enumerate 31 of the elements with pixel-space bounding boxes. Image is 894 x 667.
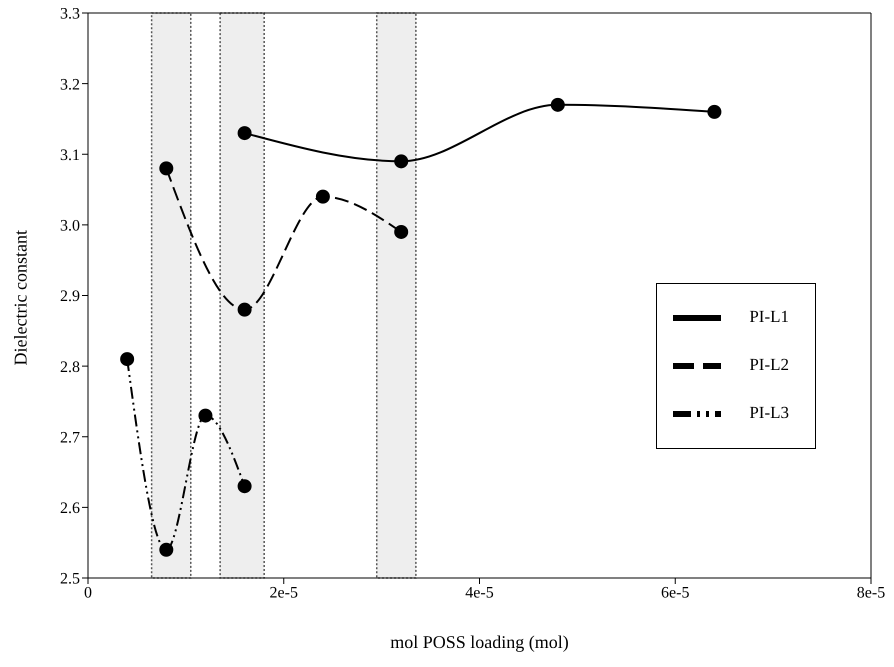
x-tick-label: 2e-5 (270, 584, 298, 602)
y-tick-label: 3.3 (60, 6, 80, 23)
x-axis-title: mol POSS loading (mol) (390, 632, 569, 652)
point (550, 98, 565, 112)
x-tick-label: 8e-5 (856, 584, 886, 602)
legend-label: PI-L2 (749, 354, 789, 374)
point (198, 408, 212, 423)
point (159, 542, 174, 557)
y-tick-label: 2.7 (60, 429, 80, 446)
point (394, 154, 408, 168)
y-axis-title: Dielectric constant (10, 230, 30, 366)
point (394, 224, 408, 239)
point (707, 104, 722, 119)
y-tick-label: 3.1 (60, 146, 80, 164)
point (120, 352, 134, 366)
point (316, 190, 330, 204)
y-tick-label: 3.2 (60, 76, 80, 94)
y-tick-label: 2.8 (60, 358, 80, 376)
point (238, 126, 252, 140)
x-tick-label: 6e-5 (661, 584, 690, 602)
point (238, 479, 252, 494)
point (238, 302, 252, 317)
point (159, 161, 174, 176)
legend-label: PI-L1 (749, 306, 789, 326)
y-tick-label: 2.9 (60, 288, 80, 306)
y-tick-label: 2.5 (60, 570, 80, 588)
x-tick-label: 0 (84, 584, 92, 602)
x-tick-label: 4e-5 (465, 584, 494, 602)
legend-label: PI-L3 (749, 402, 789, 422)
y-tick-label: 3.0 (60, 218, 80, 235)
y-tick-label: 2.6 (60, 500, 80, 518)
